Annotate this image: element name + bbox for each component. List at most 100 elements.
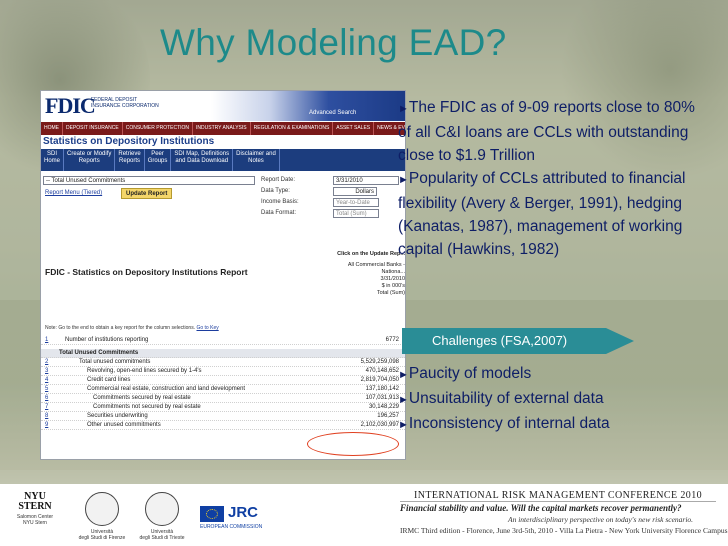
challenges-label: Challenges (FSA,2007): [432, 333, 568, 348]
update-report-button[interactable]: Update Report: [121, 188, 173, 199]
bullet-text: Unsuitability of external data: [408, 390, 604, 407]
fdic-menu-item[interactable]: Peer Groups: [145, 149, 172, 171]
fdic-menu-bar: SDI Home Create or Modify Reports Retrieve…: [41, 149, 405, 171]
report-note: Note: Go to the end to obtain a key repo…: [45, 325, 219, 331]
fdic-nav-item[interactable]: HOME: [41, 122, 63, 135]
row-value: 470,148,652: [365, 368, 399, 374]
row-label: Revolving, open-end lines secured by 1-4…: [87, 368, 202, 374]
row-label: Commitments not secured by real estate: [93, 404, 201, 410]
report-note-text: Note: Go to the end to obtain a key repo…: [45, 325, 196, 331]
row-number-link[interactable]: 6: [45, 395, 49, 401]
table-row: 5 Commercial real estate, construction an…: [41, 385, 405, 394]
row-value: 196,257: [377, 413, 399, 419]
row-value: 2,819,704,050: [360, 377, 399, 383]
table-row: 1 Number of institutions reporting 6772: [41, 336, 405, 345]
slide-title: Why Modeling EAD?: [160, 22, 507, 63]
advanced-search-link[interactable]: Advanced Search: [309, 110, 357, 116]
go-to-key-link[interactable]: Go to Key: [196, 325, 219, 331]
nyu-stern-sub: Salomon Center NYU Stern: [16, 514, 54, 526]
bullet-item: ►Unsuitability of external data: [398, 387, 708, 412]
column-header-line: Nationa...: [381, 269, 405, 275]
row-number-link[interactable]: 8: [45, 413, 49, 419]
fdic-nav-item[interactable]: REGULATION & EXAMINATIONS: [251, 122, 334, 135]
bullet-item: ►Popularity of CCLs attributed to financ…: [398, 167, 708, 261]
report-menu-link[interactable]: Report Menu (Tiered): [45, 190, 103, 196]
fdic-nav-item[interactable]: ASSET SALES: [333, 122, 375, 135]
table-row: 9 Other unused commitments 2,102,030,997: [41, 421, 405, 430]
footer-logos: NYU STERN Salomon Center NYU Stern Unive…: [0, 484, 728, 546]
fdic-report-form: -- Total Unused Commitments Update Repor…: [41, 173, 405, 228]
column-header-line: $ in 000's: [381, 283, 405, 289]
row-number-link[interactable]: 3: [45, 368, 49, 374]
bullet-text: The FDIC as of 9-09 reports close to 80%…: [398, 99, 695, 164]
table-row: 8 Securities underwriting 196,257: [41, 412, 405, 421]
income-basis-label: Income Basis:: [261, 199, 299, 205]
row-value: 6772: [385, 337, 399, 343]
fdic-menu-item[interactable]: Create or Modify Reports: [64, 149, 116, 171]
bullet-arrow-icon: ►: [398, 369, 409, 381]
row-label: Securities underwriting: [87, 413, 148, 419]
data-type-select[interactable]: Dollars: [333, 187, 377, 196]
firenze-seal-icon: [85, 492, 119, 526]
challenges-arrow: Challenges (FSA,2007): [402, 328, 634, 354]
fdic-screenshot: FDIC FEDERAL DEPOSIT INSURANCE CORPORATI…: [40, 90, 406, 460]
row-number-link[interactable]: 7: [45, 404, 49, 410]
fdic-corp-name: FEDERAL DEPOSIT INSURANCE CORPORATION: [91, 97, 159, 109]
fdic-nav-item[interactable]: INDUSTRY ANALYSIS: [193, 122, 251, 135]
row-number-link[interactable]: 5: [45, 386, 49, 392]
report-date-label: Report Date:: [261, 177, 296, 183]
table-row: 7 Commitments not secured by real estate 3…: [41, 403, 405, 412]
table-row: 2 Total unused commitments 5,529,259,098: [41, 358, 405, 367]
row-label: Other unused commitments: [87, 422, 161, 428]
fdic-nav-item[interactable]: NEWS & EV: [374, 122, 405, 135]
univ-firenze-name: Università degli Studi di Firenze: [78, 529, 126, 541]
row-number-link[interactable]: 1: [45, 337, 49, 343]
column-header-line: All Commercial Banks -: [347, 262, 405, 268]
table-row: 6 Commitments secured by real estate 107,0…: [41, 394, 405, 403]
report-date-select[interactable]: 3/31/2010: [333, 176, 399, 185]
row-label: Number of institutions reporting: [65, 337, 149, 343]
fdic-nav-item[interactable]: DEPOSIT INSURANCE: [63, 122, 123, 135]
jrc-sub: EUROPEAN COMMISSION: [200, 524, 263, 530]
fdic-menu-item[interactable]: Disclaimer and Notes: [233, 149, 280, 171]
bullet-arrow-icon: ►: [398, 419, 409, 431]
income-basis-select[interactable]: Year-to-Date: [333, 198, 379, 207]
nyu-stern-mark: NYU STERN: [18, 491, 52, 512]
row-label: Commercial real estate, construction and…: [87, 386, 246, 392]
table-row: 3 Revolving, open-end lines secured by 1-…: [41, 367, 405, 376]
fdic-header: FDIC FEDERAL DEPOSIT INSURANCE CORPORATI…: [41, 91, 405, 121]
univ-trieste-logo: Università degli Studi di Trieste: [136, 492, 188, 541]
univ-firenze-logo: Università degli Studi di Firenze: [76, 492, 128, 541]
fdic-menu-item[interactable]: SDI Map, Definitions and Data Download: [171, 149, 234, 171]
row-value: 137,180,142: [365, 386, 399, 392]
conference-subtitle: Financial stability and value. Will the …: [400, 503, 682, 513]
data-type-label: Data Type:: [261, 188, 290, 194]
column-header-line: 3/31/2010: [380, 276, 405, 282]
bullet-text: Popularity of CCLs attributed to financi…: [398, 170, 686, 258]
nyu-stern-logo: NYU STERN Salomon Center NYU Stern: [16, 491, 54, 527]
fdic-banner: [211, 91, 405, 121]
row-label: Total Unused Commitments: [59, 350, 139, 356]
row-number-link[interactable]: 2: [45, 359, 49, 365]
fdic-menu-item[interactable]: SDI Home: [41, 149, 65, 171]
row-value: 30,148,229: [368, 404, 399, 410]
row-number-link[interactable]: 4: [45, 377, 49, 383]
challenges-bar: [402, 328, 606, 354]
fdic-menu-item[interactable]: Retrieve Reports: [115, 149, 145, 171]
row-value: 107,031,913: [365, 395, 399, 401]
bullet-item: ►The FDIC as of 9-09 reports close to 80…: [398, 96, 708, 167]
fdic-nav-bar: HOME DEPOSIT INSURANCE CONSUMER PROTECTION…: [41, 122, 405, 135]
bullet-arrow-icon: ►: [398, 103, 409, 115]
fdic-nav-item[interactable]: CONSUMER PROTECTION: [123, 122, 194, 135]
report-select[interactable]: -- Total Unused Commitments: [43, 176, 255, 185]
row-number-link[interactable]: 9: [45, 422, 49, 428]
highlight-ellipse: [307, 432, 399, 456]
conference-tagline: An interdisciplinary perspective on toda…: [508, 515, 694, 524]
data-format-select[interactable]: Total (Sum): [333, 209, 379, 218]
row-label: Credit card lines: [87, 377, 131, 383]
column-header-line: Total (Sum): [376, 290, 405, 296]
jrc-logo: JRC: [228, 504, 259, 521]
row-label: Commitments secured by real estate: [93, 395, 191, 401]
bullet-list-bottom: ►Paucity of models ►Unsuitability of exte…: [398, 362, 708, 437]
trieste-seal-icon: [145, 492, 179, 526]
